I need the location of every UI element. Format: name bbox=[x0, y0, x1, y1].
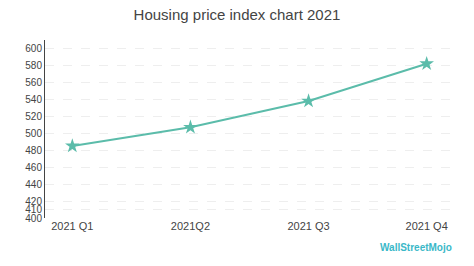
svg-text:410: 410 bbox=[25, 204, 42, 215]
svg-text:2021 Q4: 2021 Q4 bbox=[406, 220, 448, 232]
svg-text:2021Q2: 2021Q2 bbox=[171, 220, 210, 232]
svg-text:480: 480 bbox=[25, 145, 42, 156]
svg-text:540: 540 bbox=[25, 94, 42, 105]
svg-text:2021 Q1: 2021 Q1 bbox=[51, 220, 93, 232]
svg-text:580: 580 bbox=[25, 60, 42, 71]
svg-text:440: 440 bbox=[25, 179, 42, 190]
svg-text:Housing price index chart 2021: Housing price index chart 2021 bbox=[134, 6, 341, 23]
svg-text:500: 500 bbox=[25, 128, 42, 139]
svg-text:400: 400 bbox=[25, 213, 42, 224]
svg-text:420: 420 bbox=[25, 196, 42, 207]
svg-text:560: 560 bbox=[25, 77, 42, 88]
svg-text:460: 460 bbox=[25, 162, 42, 173]
svg-text:600: 600 bbox=[25, 43, 42, 54]
svg-text:2021 Q3: 2021 Q3 bbox=[287, 220, 329, 232]
svg-text:WallStreetMojo: WallStreetMojo bbox=[380, 242, 452, 253]
svg-text:520: 520 bbox=[25, 111, 42, 122]
